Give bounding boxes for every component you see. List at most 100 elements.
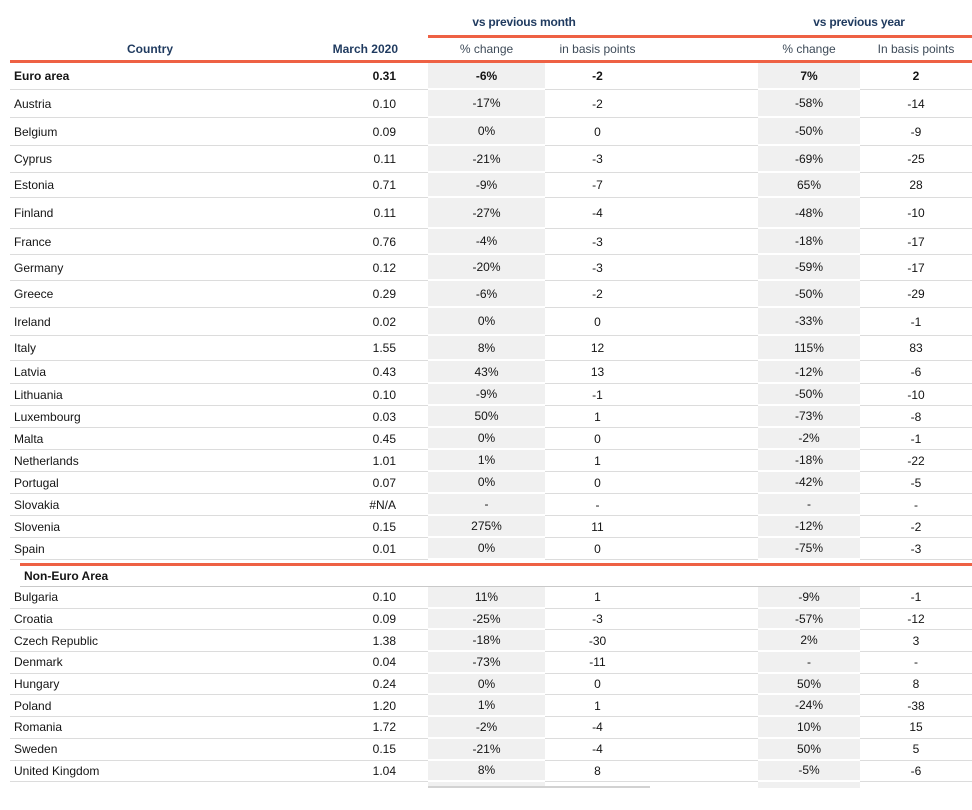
row-gap [402,695,428,718]
column-header-month-pct-change: % change [459,42,514,56]
row-gap [650,739,758,761]
march-value: 0.24 [290,674,402,696]
row-gap [402,384,428,406]
country-cell: Slovakia [10,494,290,516]
py-change-value: -5% [758,760,860,783]
pm-change-value: -17% [428,90,545,118]
country-cell: Bulgaria [10,587,290,609]
table-row: Germany 0.12 -20% -3 -59% -17 [10,255,972,281]
march-value: 0.15 [290,739,402,761]
pm-change-value: -21% [428,146,545,173]
pm-bp-value: 0 [545,472,650,494]
pm-bp-value: -7 [545,173,650,198]
py-change-value: -12% [758,516,860,538]
py-bp-value: -22 [860,450,972,472]
row-gap [402,472,428,494]
row-gap [650,255,758,281]
row-gap [402,516,428,538]
pm-change-value: 43% [428,361,545,384]
py-bp-value: -25 [860,146,972,173]
table-row: Luxembourg 0.03 50% 1 -73% -8 [10,406,972,428]
table-row: Estonia 0.71 -9% -7 65% 28 [10,173,972,198]
table-row: Finland 0.11 -27% -4 -48% -10 [10,198,972,229]
py-bp-stub [860,782,972,788]
row-gap [402,198,428,229]
march-value: 0.02 [290,308,402,336]
pm-bp-value: -3 [545,146,650,173]
table-row: Slovakia #N/A - - - - [10,494,972,516]
table-row: Czech Republic 1.38 -18% -30 2% 3 [10,630,972,653]
py-change-value: -9% [758,587,860,609]
row-gap [402,118,428,146]
py-bp-value: -3 [860,538,972,560]
pm-change-value: 0% [428,118,545,146]
group-label-vs-previous-month: vs previous month [472,15,576,29]
march-value: 1.04 [290,761,402,783]
py-change-value: -59% [758,255,860,281]
row-gap [402,609,428,631]
py-bp-value: -2 [860,516,972,538]
pm-bp-value: -30 [545,630,650,653]
pm-bp-value: 1 [545,406,650,428]
row-gap [402,739,428,761]
py-bp-value: -14 [860,90,972,118]
pm-bp-value: 0 [545,674,650,696]
py-change-value: -33% [758,308,860,336]
country-cell: Slovenia [10,516,290,538]
row-gap [650,384,758,406]
row-gap [650,630,758,653]
march-value: 0.45 [290,428,402,450]
row-gap [650,336,758,361]
py-bp-value: -1 [860,308,972,336]
row-gap [402,63,428,90]
row-gap [650,450,758,472]
row-gap [650,173,758,198]
py-change-value: -58% [758,90,860,118]
py-change-value: -12% [758,361,860,384]
march-value: #N/A [290,494,402,516]
country-cell: Germany [10,255,290,281]
pm-bp-value: -2 [545,281,650,308]
row-gap [402,146,428,173]
py-bp-value: -6 [860,361,972,384]
country-cell: United Kingdom [10,761,290,783]
pm-change-value: 8% [428,760,545,783]
section-divider [20,560,972,566]
country-cell: Ireland [10,308,290,336]
pm-change-value: -25% [428,608,545,631]
py-bp-value: -17 [860,255,972,281]
pm-bp-value: 12 [545,336,650,361]
column-header-month-basis-points: in basis points [559,42,636,56]
pm-bp-value: 1 [545,695,650,718]
py-bp-value: -1 [860,587,972,609]
column-header-year-pct-change: % change [782,42,836,56]
march-value: 0.01 [290,538,402,560]
row-gap [650,609,758,631]
row-gap [402,538,428,560]
row-gap [650,782,758,788]
country-cell: Hungary [10,674,290,696]
country-cell: Sweden [10,739,290,761]
py-bp-value: - [860,494,972,516]
pm-change-value: -9% [428,173,545,198]
pm-change-value: 50% [428,406,545,428]
pm-change-value: -4% [428,229,545,255]
pm-change-value: 1% [428,450,545,472]
row-gap [402,761,428,783]
pm-change-value: -27% [428,198,545,229]
py-bp-value: -10 [860,198,972,229]
group-header-row: vs previous month vs previous year [10,0,972,38]
row-gap [650,406,758,428]
row-gap [402,428,428,450]
row-gap [650,428,758,450]
country-cell: Malta [10,428,290,450]
march-value: 1.38 [290,630,402,653]
row-gap [650,761,758,783]
march-value: 0.29 [290,281,402,308]
row-gap [402,308,428,336]
py-bp-value: -8 [860,406,972,428]
row-gap [402,361,428,384]
march-value: 0.11 [290,146,402,173]
table-row: Italy 1.55 8% 12 115% 83 [10,336,972,361]
country-cell: Lithuania [10,384,290,406]
